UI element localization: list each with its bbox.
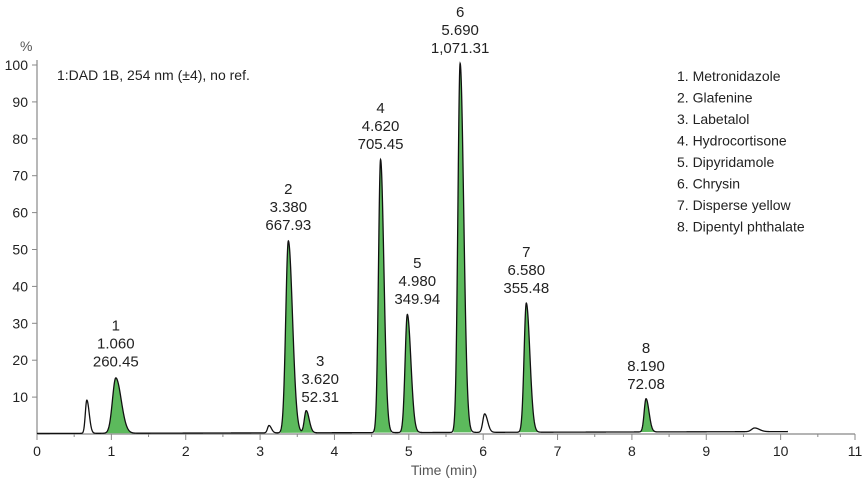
x-tick-label: 0 (33, 443, 41, 459)
peak-label-4: 4 (376, 100, 384, 117)
peak-label-5: 5 (413, 255, 421, 272)
y-tick-label: 50 (12, 242, 28, 258)
x-tick-label: 11 (848, 443, 863, 459)
peak-fills (105, 63, 656, 434)
peak-label-3: 3 (316, 353, 324, 370)
x-tick-label: 10 (773, 443, 789, 459)
peak-fill (280, 240, 302, 433)
x-tick-label: 5 (405, 443, 413, 459)
y-tick-label: 10 (12, 389, 28, 405)
peak-label-2: 2 (284, 181, 292, 198)
peak-label-8: 72.08 (627, 376, 665, 393)
y-tick-label: 30 (12, 315, 28, 331)
peak-label-5: 349.94 (394, 291, 440, 308)
y-tick-label: 90 (12, 94, 28, 110)
peak-label-3: 52.31 (301, 389, 339, 406)
peak-label-7: 355.48 (503, 280, 549, 297)
y-tick-label: 100 (5, 57, 29, 73)
peak-fill (640, 398, 656, 432)
x-tick-label: 1 (107, 443, 115, 459)
legend: 1. Metronidazole 2. Glafenine 3. Labetalol… (677, 68, 805, 235)
legend-entry: 8. Dipentyl phthalate (677, 219, 805, 235)
peak-label-8: 8.190 (627, 358, 665, 375)
peak-label-4: 4.620 (362, 118, 400, 135)
peak-label-8: 8 (642, 340, 650, 357)
peak-label-2: 667.93 (265, 217, 311, 234)
x-tick-label: 2 (182, 443, 190, 459)
legend-entry: 4. Hydrocortisone (677, 133, 787, 149)
peak-fill (374, 159, 391, 433)
y-axis-unit: % (20, 38, 32, 54)
peak-label-1: 1 (112, 318, 120, 335)
x-axis-ticks: 0 1 2 3 4 5 6 7 8 9 10 11 (33, 434, 862, 459)
peak-fill (400, 314, 419, 433)
y-axis-ticks: 10 20 30 40 50 60 70 80 90 100 (5, 57, 37, 405)
y-tick-label: 70 (12, 168, 28, 184)
peak-fill (300, 410, 316, 433)
legend-entry: 3. Labetalol (677, 111, 749, 127)
peak-label-6: 1,071.31 (431, 40, 489, 57)
peak-fill (519, 303, 538, 433)
legend-entry: 1. Metronidazole (677, 68, 781, 84)
peak-fill (453, 63, 472, 433)
x-axis-label: Time (min) (411, 462, 477, 478)
peak-label-5: 4.980 (399, 273, 437, 290)
peak-label-6: 5.690 (441, 22, 479, 39)
x-tick-label: 8 (628, 443, 636, 459)
peak-label-7: 7 (522, 244, 530, 261)
legend-entry: 5. Dipyridamole (677, 154, 774, 170)
peak-label-1: 260.45 (93, 354, 139, 371)
peak-label-2: 3.380 (270, 199, 308, 216)
legend-entry: 2. Glafenine (677, 90, 753, 106)
legend-entry: 6. Chrysin (677, 176, 740, 192)
y-tick-label: 40 (12, 278, 28, 294)
y-tick-label: 80 (12, 131, 28, 147)
x-tick-label: 9 (702, 443, 710, 459)
x-tick-label: 7 (554, 443, 562, 459)
peak-label-6: 6 (456, 4, 464, 21)
peak-label-4: 705.45 (358, 136, 404, 153)
x-tick-label: 4 (331, 443, 339, 459)
peak-label-3: 3.620 (301, 371, 339, 388)
y-tick-label: 60 (12, 205, 28, 221)
detector-condition: 1:DAD 1B, 254 nm (±4), no ref. (57, 67, 250, 83)
x-tick-label: 6 (479, 443, 487, 459)
trace (37, 61, 788, 435)
peak-label-1: 1.060 (97, 336, 135, 353)
y-tick-label: 20 (12, 352, 28, 368)
chromatogram-trace (37, 61, 788, 435)
peak-fill (105, 377, 133, 434)
x-tick-label: 3 (256, 443, 264, 459)
peak-label-7: 6.580 (508, 262, 546, 279)
legend-entry: 7. Disperse yellow (677, 197, 791, 213)
